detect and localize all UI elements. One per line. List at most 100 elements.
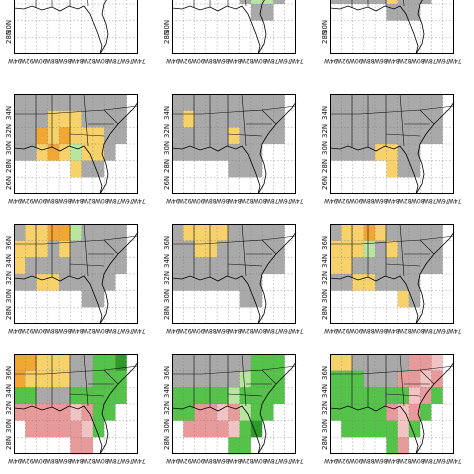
lon-tick-row: 94W 92W 90W 88W 86W 84W 82W 80W 78W 76W 74W — [324, 57, 462, 66]
lon-tick-row: 94W 92W 90W 88W 86W 84W 82W 80W 78W 76W 74W — [8, 197, 146, 206]
grid-cell — [183, 420, 195, 438]
coastline — [171, 361, 297, 455]
grid-cell — [172, 370, 184, 388]
grid-cell — [352, 20, 365, 38]
grid-cell — [239, 160, 252, 178]
grid-cell — [25, 160, 37, 178]
map-frame — [14, 354, 138, 454]
grid-cell — [408, 370, 421, 388]
grid-cell — [363, 290, 376, 308]
lon-tick-row: 94W 92W 90W 88W 86W 84W 82W 80W 78W 76W 74W — [8, 57, 146, 66]
grid-cell — [363, 274, 376, 291]
grid-cell — [363, 4, 376, 21]
grid-cell — [126, 404, 139, 421]
grid-cell — [25, 274, 37, 291]
grid-cell — [205, 307, 218, 325]
lat-tick-label: 32N — [321, 123, 329, 138]
coastline — [171, 231, 297, 325]
grid-cell — [408, 274, 421, 291]
grid-cell — [408, 110, 421, 128]
grid-cell — [126, 307, 139, 325]
grid-cell — [352, 354, 365, 371]
grid-cell — [341, 20, 353, 38]
grid-cell — [194, 0, 207, 5]
grid-cell — [92, 224, 105, 241]
grid-cell — [341, 224, 353, 241]
grid-cell — [183, 177, 195, 195]
lat-tick-label: 36N — [163, 365, 171, 380]
grid-cell — [59, 94, 71, 111]
grid-cell — [386, 4, 398, 21]
lat-tick-label: 34N — [5, 253, 13, 268]
grid-cell — [36, 387, 49, 405]
grid-cell — [431, 94, 444, 111]
lon-tick-row: 94W 92W 90W 88W 86W 84W 82W 80W 78W 76W 74W — [324, 457, 462, 466]
grid-cell — [194, 307, 207, 325]
grid-cell — [228, 127, 240, 145]
grid-cell — [14, 94, 26, 111]
grid-cell — [408, 354, 421, 371]
grid-cell — [375, 94, 387, 111]
grid-cell — [14, 127, 26, 145]
grid-cell — [273, 177, 286, 195]
grid-cell — [104, 257, 116, 275]
grid-cell — [115, 177, 128, 195]
lat-tick-label: 30N — [163, 288, 171, 303]
grid-cell — [25, 20, 37, 38]
grid-cell — [14, 354, 26, 371]
grid-cell — [239, 404, 252, 421]
grid-cell — [284, 274, 297, 291]
grid-cell — [431, 4, 444, 21]
lat-tick-label: 32N — [5, 401, 13, 416]
lat-tick-label: 30N — [321, 418, 329, 433]
grid-cell — [352, 420, 365, 438]
lon-tick-label: 74W — [448, 327, 462, 334]
grid-cell — [115, 110, 128, 128]
map-frame — [14, 0, 138, 54]
grid-cell — [115, 94, 128, 111]
grid-cell — [115, 257, 128, 275]
lat-tick-label: 30N — [5, 288, 13, 303]
grid-cell — [352, 257, 365, 275]
lat-tick-label: 28N — [163, 158, 171, 173]
grid-cell — [92, 420, 105, 438]
grid-cell — [104, 274, 116, 291]
lon-tick-label: 74W — [448, 197, 462, 204]
grid-cell — [386, 420, 398, 438]
lon-tick-row: 94W 92W 90W 88W 86W 84W 82W 80W 78W 76W 74W — [8, 457, 146, 466]
grid-cell — [273, 20, 286, 38]
grid-cell — [205, 94, 218, 111]
grid-cell — [284, 94, 297, 111]
grid-cell — [194, 144, 207, 161]
grid-cell — [442, 4, 455, 21]
grid-cell — [397, 160, 410, 178]
grid-cell — [239, 37, 252, 55]
grid-cell — [47, 4, 60, 21]
grid-cell — [250, 354, 263, 371]
grid-cell — [386, 404, 398, 421]
grid-cell — [205, 110, 218, 128]
grid-cell — [59, 257, 71, 275]
grid-cell — [126, 94, 139, 111]
grid-cell — [341, 127, 353, 145]
grid-cell — [341, 240, 353, 258]
coastline — [171, 0, 267, 55]
grid-cell — [217, 257, 229, 275]
grid-cell — [115, 160, 128, 178]
grid-cell — [194, 387, 207, 405]
grid-cell — [330, 387, 342, 405]
grid-cell — [115, 20, 128, 38]
grid-cell — [386, 224, 398, 241]
grid-cell — [70, 4, 82, 21]
grid-cell — [172, 224, 184, 241]
grid-cell — [352, 404, 365, 421]
grid-cell — [397, 37, 410, 55]
grid-cell — [273, 110, 286, 128]
grid-cell — [126, 224, 139, 241]
grid-cell — [70, 257, 82, 275]
grid-cell — [442, 240, 455, 258]
lon-tick-label: 74W — [290, 197, 304, 204]
lat-tick-label: 28N — [5, 306, 13, 321]
grid-cell — [25, 110, 37, 128]
grid-cell — [228, 257, 240, 275]
